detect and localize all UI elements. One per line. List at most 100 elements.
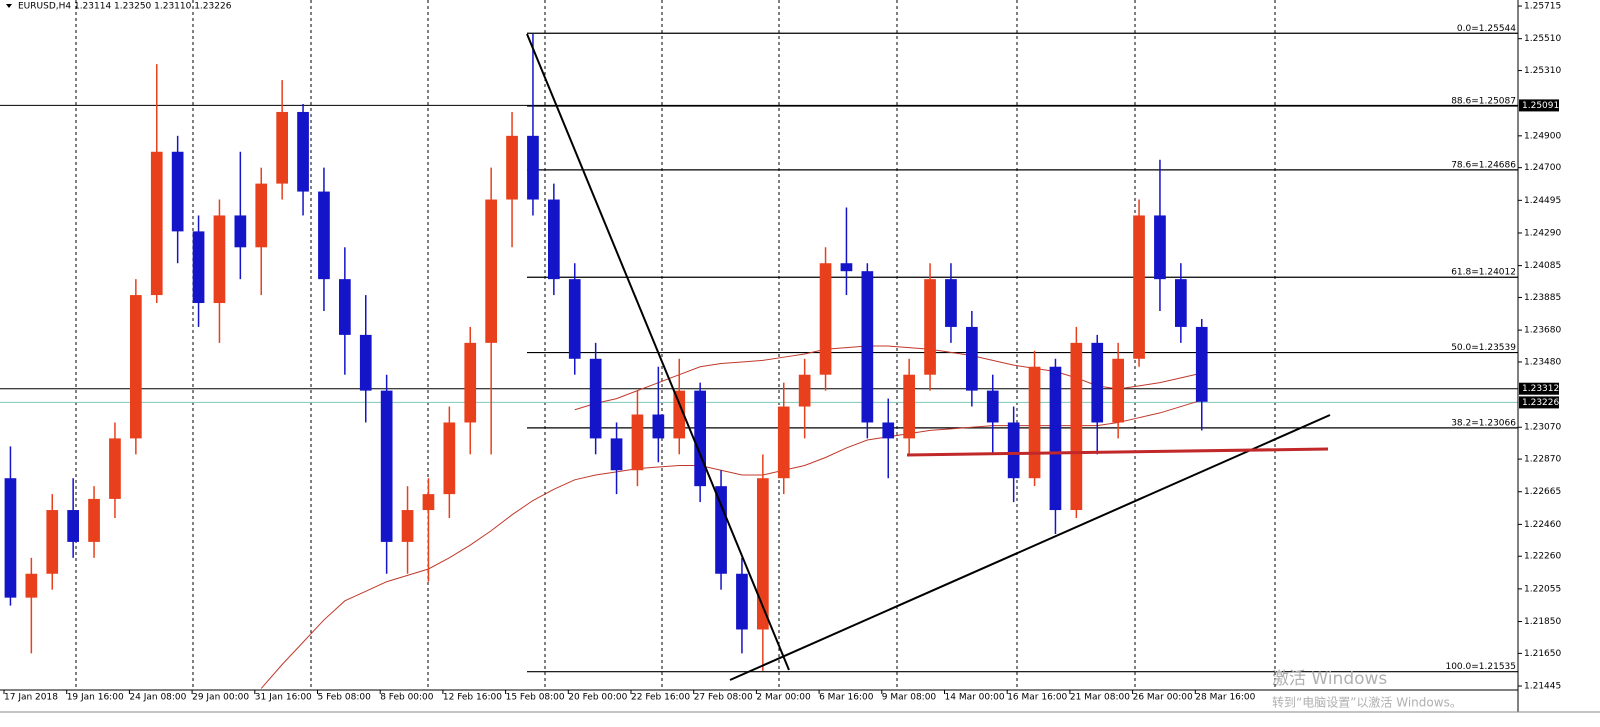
candle-body <box>1070 342 1083 511</box>
candle-body <box>756 478 769 630</box>
candle-body <box>234 215 247 248</box>
candle-body <box>673 390 686 439</box>
y-tick-label: 1.24495 <box>1524 196 1561 206</box>
y-tick-label: 1.23070 <box>1524 423 1561 433</box>
x-tick-label: 6 Mar 16:00 <box>819 693 874 703</box>
candle-body <box>192 231 205 304</box>
grid <box>75 0 1276 690</box>
x-tick-label: 31 Jan 16:00 <box>255 693 312 703</box>
candle-body <box>422 494 435 511</box>
candle-body <box>819 263 832 375</box>
candle-body <box>380 390 393 542</box>
y-tick-label: 1.25715 <box>1524 2 1561 12</box>
x-tick-label: 28 Mar 16:00 <box>1195 693 1255 703</box>
x-tick-label: 19 Jan 16:00 <box>67 693 124 703</box>
fib-label: 88.6=1.25087 <box>1451 97 1516 107</box>
candle-body <box>109 438 121 499</box>
drawings <box>526 33 1331 681</box>
candle-body <box>1049 366 1062 511</box>
candle-body <box>485 199 498 343</box>
candle-body <box>903 374 916 439</box>
candle-body <box>694 390 707 487</box>
candle-body <box>715 486 727 574</box>
candle-body <box>359 334 372 391</box>
x-tick-label: 2 Mar 00:00 <box>756 693 811 703</box>
candle-body <box>945 279 957 327</box>
y-tick-label: 1.22665 <box>1524 487 1561 497</box>
candle-body <box>986 390 999 423</box>
y-tick-label: 1.24900 <box>1524 131 1561 141</box>
candle-body <box>798 374 811 407</box>
candle-body <box>736 573 748 630</box>
x-tick-label: 14 Mar 00:00 <box>945 693 1005 703</box>
candle-body <box>150 151 163 296</box>
candle-body <box>631 414 644 471</box>
fib-label: 100.0=1.21535 <box>1445 662 1516 672</box>
price-box-label: 1.23312 <box>1522 384 1559 394</box>
x-tick-label: 26 Mar 00:00 <box>1133 693 1193 703</box>
candle-body <box>213 215 226 304</box>
candle-body <box>297 111 309 192</box>
support-line <box>906 447 1329 457</box>
x-tick-label: 9 Mar 08:00 <box>882 693 937 703</box>
candle-body <box>443 422 456 495</box>
candle-body <box>67 510 80 542</box>
x-tick-label: 17 Jan 2018 <box>4 693 58 703</box>
chart-title: EURUSD,H4 1.23114 1.23250 1.23110 1.2322… <box>18 2 232 12</box>
candle-body <box>506 135 518 200</box>
y-tick-label: 1.22870 <box>1524 455 1561 465</box>
candle-body <box>401 510 414 542</box>
trend-line <box>526 33 790 671</box>
candle-body <box>255 183 268 248</box>
x-tick-label: 24 Jan 08:00 <box>129 693 186 703</box>
candle-body <box>777 406 790 479</box>
candle-body <box>1112 358 1125 423</box>
y-tick-label: 1.22460 <box>1524 520 1561 530</box>
y-tick-label: 1.22260 <box>1524 552 1561 562</box>
candle-body <box>1091 342 1104 423</box>
x-tick-label: 27 Feb 08:00 <box>694 693 753 703</box>
candle-body <box>25 573 38 598</box>
candle-body <box>1195 326 1208 402</box>
menu-arrow <box>6 4 12 8</box>
y-tick-label: 1.25510 <box>1524 34 1561 44</box>
candle-body <box>338 279 351 335</box>
y-tick-label: 1.24700 <box>1524 163 1561 173</box>
candle-body <box>1007 422 1020 479</box>
fib-label: 78.6=1.24686 <box>1451 160 1516 170</box>
y-tick-label: 1.21650 <box>1524 649 1561 659</box>
price-box <box>1519 382 1559 395</box>
candle-body <box>88 498 100 542</box>
price-box-label: 1.23226 <box>1522 398 1559 408</box>
candle-body <box>527 135 539 200</box>
candle-body <box>568 279 581 359</box>
y-tick-label: 1.21445 <box>1524 682 1561 692</box>
y-tick-label: 1.24290 <box>1524 228 1561 238</box>
fib-label: 50.0=1.23539 <box>1451 343 1516 353</box>
candle-body <box>547 199 560 280</box>
x-tick-label: 8 Feb 00:00 <box>380 693 434 703</box>
y-tick-label: 1.23885 <box>1524 293 1561 303</box>
x-tick-label: 22 Feb 16:00 <box>631 693 690 703</box>
price-box <box>1519 99 1559 112</box>
x-tick-label: 20 Feb 00:00 <box>568 693 627 703</box>
candle-body <box>4 478 17 598</box>
y-tick-label: 1.21850 <box>1524 617 1561 627</box>
x-tick-label: 29 Jan 00:00 <box>192 693 249 703</box>
candle-body <box>171 151 184 232</box>
candle-body <box>1133 215 1145 359</box>
fib-label: 38.2=1.23066 <box>1451 418 1516 428</box>
candle-body <box>464 342 477 423</box>
price-box <box>1519 396 1559 409</box>
x-tick-label: 5 Feb 08:00 <box>318 693 372 703</box>
moving-average <box>260 399 1202 689</box>
trend-line <box>729 414 1331 681</box>
fib-label: 61.8=1.24012 <box>1451 268 1516 278</box>
y-tick-label: 1.24085 <box>1524 261 1561 271</box>
candle-body <box>46 510 59 574</box>
y-tick-label: 1.25310 <box>1524 66 1561 76</box>
candle-body <box>1174 279 1187 327</box>
candle-body <box>840 263 853 272</box>
